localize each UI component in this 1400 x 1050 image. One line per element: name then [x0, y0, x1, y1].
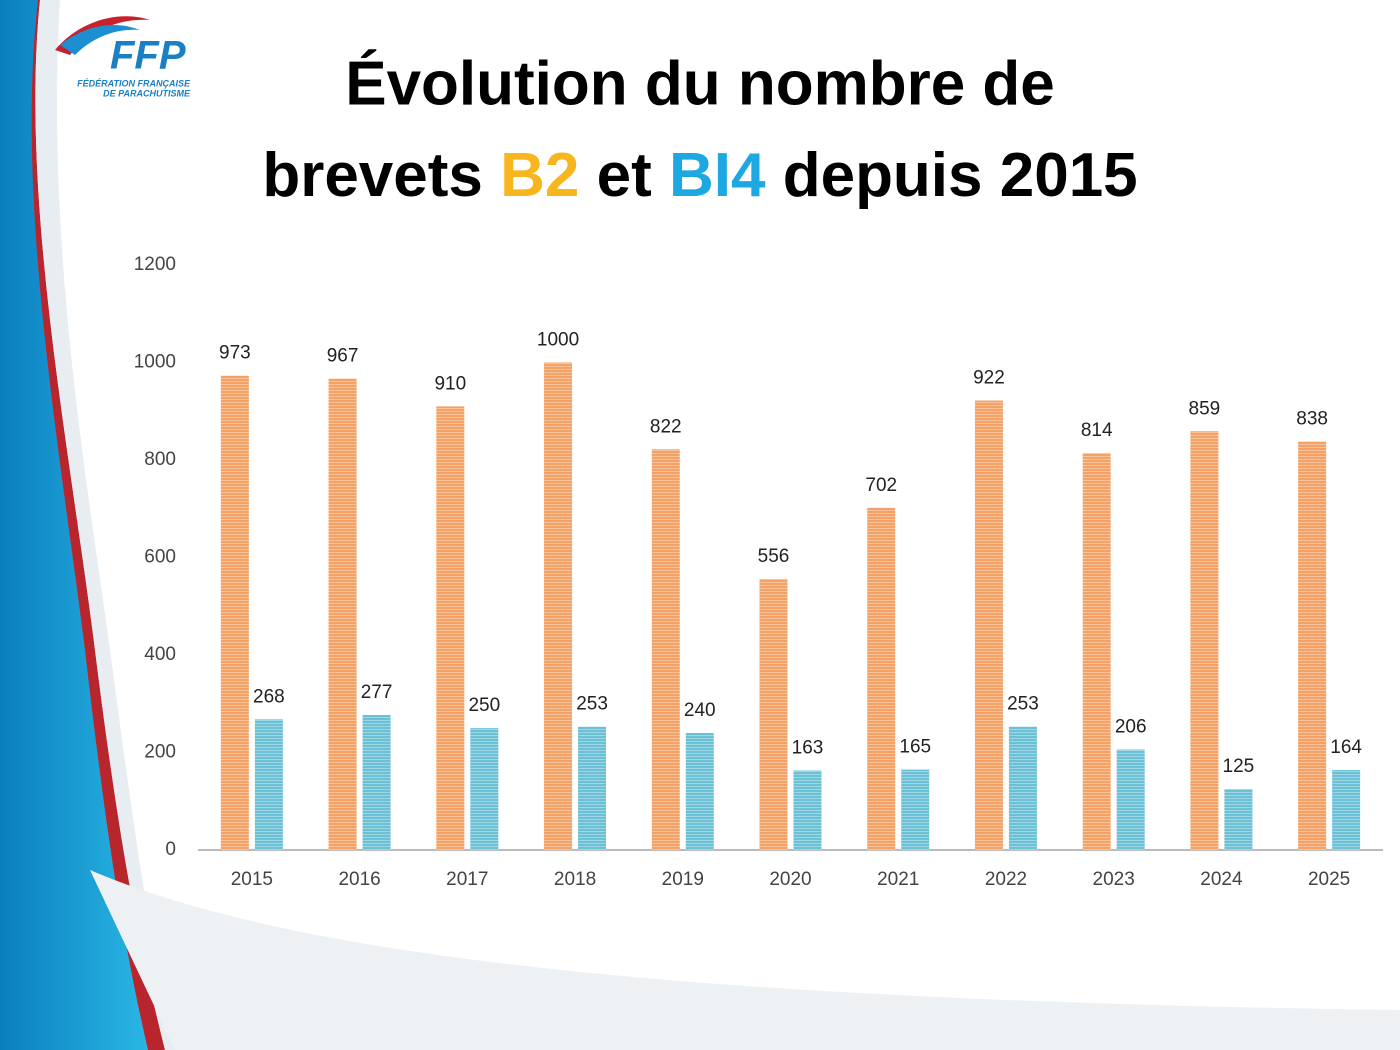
data-label: 253 — [576, 694, 608, 715]
bar — [1332, 770, 1361, 850]
x-tick-label: 2015 — [231, 869, 273, 890]
data-label: 277 — [361, 682, 393, 703]
data-label: 240 — [684, 700, 716, 721]
y-tick-label: 200 — [144, 742, 176, 763]
bar — [436, 406, 465, 850]
x-tick-label: 2022 — [985, 869, 1027, 890]
data-label: 253 — [1007, 694, 1039, 715]
title-segment: et — [579, 141, 669, 210]
y-tick-label: 0 — [165, 839, 176, 860]
y-tick-label: 800 — [144, 449, 176, 470]
y-tick-label: 1000 — [134, 352, 176, 373]
data-label: 702 — [865, 475, 897, 496]
data-label: 206 — [1115, 717, 1147, 738]
bar — [1190, 431, 1219, 850]
y-tick-label: 400 — [144, 644, 176, 665]
data-label: 822 — [650, 416, 682, 437]
x-tick-label: 2024 — [1200, 869, 1243, 890]
bar — [1082, 453, 1111, 850]
bar — [1116, 749, 1145, 850]
x-tick-label: 2023 — [1093, 869, 1135, 890]
data-label: 922 — [973, 368, 1005, 389]
logo-subtitle: DE PARACHUTISME — [103, 88, 191, 98]
bar — [1224, 789, 1253, 850]
bar — [685, 733, 714, 850]
x-tick-label: 2025 — [1308, 869, 1350, 890]
data-label: 163 — [792, 738, 824, 759]
data-label: 1000 — [537, 330, 579, 351]
title-segment: BI4 — [669, 141, 766, 210]
logo-subtitle: FÉDÉRATION FRANÇAISE — [77, 78, 191, 88]
bar — [254, 719, 283, 850]
bar — [901, 769, 930, 850]
data-label: 165 — [899, 737, 931, 758]
x-tick-label: 2021 — [877, 869, 919, 890]
bar — [793, 770, 822, 850]
title-segment: B2 — [500, 141, 579, 210]
bar — [1298, 441, 1327, 850]
data-label: 910 — [434, 373, 466, 394]
chart-title: brevets B2 et BI4 depuis 2015 — [262, 141, 1137, 210]
bar — [974, 400, 1003, 850]
bar — [220, 375, 249, 850]
y-tick-label: 600 — [144, 547, 176, 568]
title-segment: depuis 2015 — [765, 141, 1137, 210]
bar — [759, 578, 788, 850]
bar — [578, 726, 607, 850]
title-segment: brevets — [262, 141, 500, 210]
chart-title: Évolution du nombre de — [345, 49, 1055, 118]
bar — [1008, 726, 1037, 850]
bar — [362, 714, 391, 850]
data-label: 556 — [758, 546, 790, 567]
x-tick-label: 2018 — [554, 869, 596, 890]
x-tick-label: 2016 — [338, 869, 380, 890]
bar — [651, 449, 680, 850]
x-tick-label: 2017 — [446, 869, 488, 890]
bar — [867, 507, 896, 850]
data-label: 268 — [253, 686, 285, 707]
data-label: 164 — [1330, 737, 1362, 758]
x-tick-label: 2019 — [662, 869, 704, 890]
data-label: 814 — [1081, 420, 1113, 441]
data-label: 967 — [327, 346, 359, 367]
bar — [544, 362, 573, 850]
logo: FFP FÉDÉRATION FRANÇAISE DE PARACHUTISME — [55, 16, 191, 98]
data-label: 250 — [468, 695, 500, 716]
y-tick-label: 1200 — [134, 254, 176, 275]
bar — [470, 728, 499, 850]
logo-mark: FFP — [110, 34, 186, 78]
data-label: 859 — [1189, 398, 1221, 419]
bar — [328, 378, 357, 850]
data-label: 838 — [1296, 408, 1328, 429]
data-label: 973 — [219, 343, 251, 364]
data-label: 125 — [1223, 756, 1255, 777]
x-tick-label: 2020 — [769, 869, 811, 890]
